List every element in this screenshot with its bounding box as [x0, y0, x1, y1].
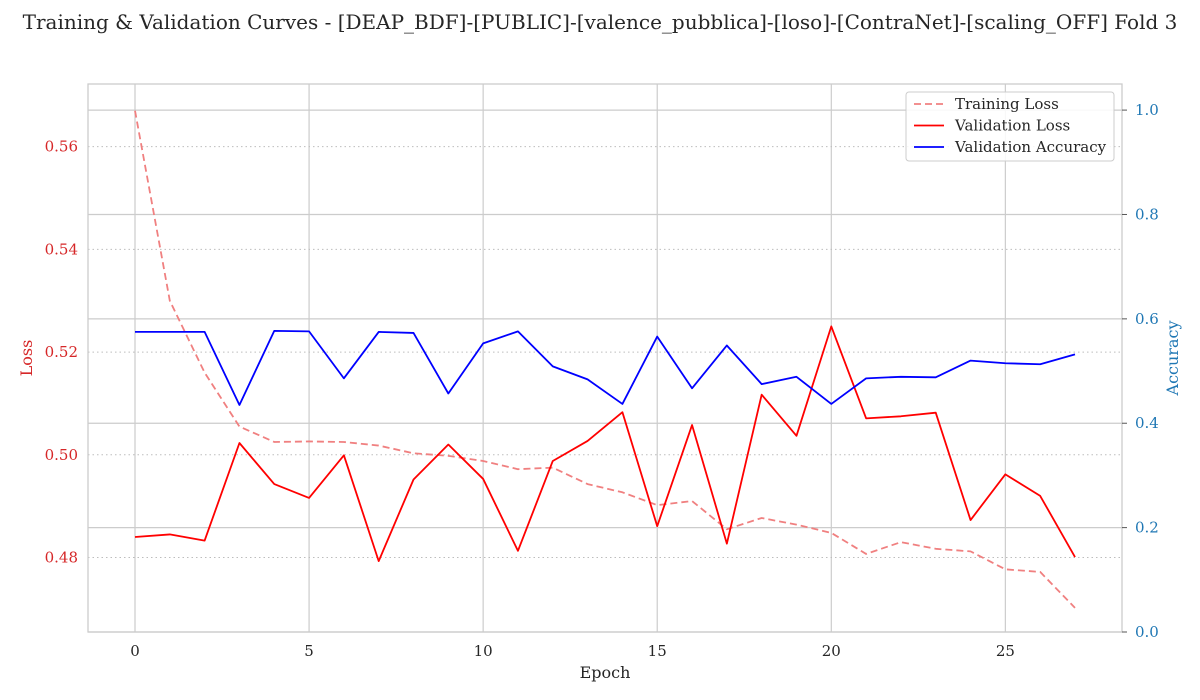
x-tick-label: 0	[130, 642, 140, 660]
legend-entry-label: Training Loss	[955, 95, 1059, 113]
x-tick-label: 20	[822, 642, 841, 660]
y-axis-right: 0.0 0.2 0.4 0.6 0.8 1.0	[1122, 101, 1159, 641]
y-right-tick-label: 0.8	[1135, 205, 1159, 223]
y-right-tick-label: 0.0	[1135, 623, 1159, 641]
series-line-validation-loss	[134, 325, 1076, 563]
legend: Training Loss Validation Loss Validation A…	[905, 91, 1115, 162]
y-left-tick-label: 0.56	[45, 138, 78, 156]
x-axis: 0 5 10 15 20 25	[130, 642, 1015, 660]
legend-entry-label: Validation Accuracy	[954, 138, 1107, 156]
x-axis-label: Epoch	[580, 663, 631, 682]
y-axis-label-right: Accuracy	[1163, 321, 1182, 397]
y-left-tick-label: 0.54	[45, 240, 78, 258]
legend-box	[905, 91, 1115, 162]
x-tick-label: 25	[996, 642, 1015, 660]
legend-entry-label: Validation Loss	[954, 117, 1070, 135]
y-right-tick-label: 0.6	[1135, 310, 1159, 328]
series-line-validation-accuracy	[135, 329, 1076, 406]
y-left-tick-label: 0.52	[45, 343, 78, 361]
plot-frame	[87, 83, 1123, 633]
y-right-tick-label: 0.2	[1135, 519, 1159, 537]
x-tick-label: 10	[474, 642, 493, 660]
y-left-tick-label: 0.48	[45, 549, 78, 567]
y-right-tick-label: 0.4	[1135, 414, 1159, 432]
grid	[88, 84, 1122, 633]
series-line-training-loss	[134, 110, 1076, 609]
y-axis-left: 0.48 0.50 0.52 0.54 0.56	[45, 138, 78, 567]
y-axis-label-left: Loss	[17, 340, 36, 377]
chart-title: Training & Validation Curves - [DEAP_BDF…	[23, 10, 1178, 34]
y-left-tick-label: 0.50	[45, 446, 78, 464]
y-right-tick-label: 1.0	[1135, 101, 1159, 119]
x-tick-label: 15	[648, 642, 667, 660]
x-tick-label: 5	[304, 642, 314, 660]
series-layer	[134, 110, 1076, 609]
